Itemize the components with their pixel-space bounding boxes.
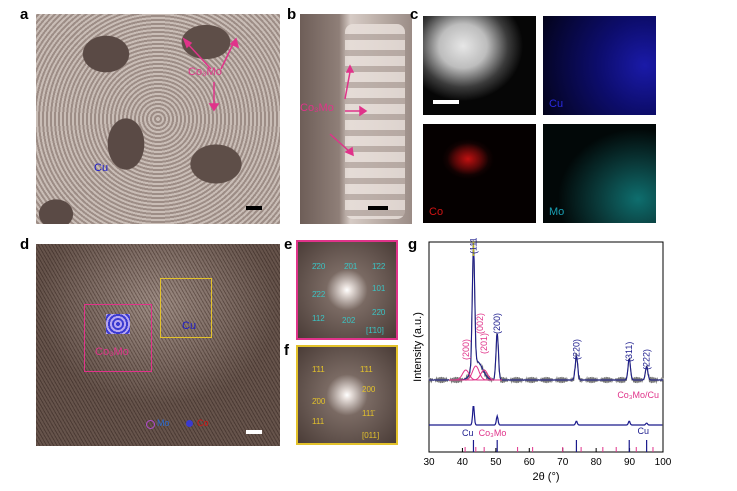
co3mo-label-a: Co₃Mo (188, 66, 222, 78)
fft-e-spot-3: 1̄22 (372, 262, 386, 271)
hrtem-image-d: Co₃Mo Cu Mo Co (36, 244, 280, 446)
peak-label: (002) (475, 313, 485, 334)
xrd-chart: 30 40 50 60 70 80 90 100 2θ (°) Intensity (a.u.) (… (412, 238, 672, 483)
eds-map-cu: Cu (543, 16, 656, 115)
x-tick-label: 50 (490, 457, 502, 468)
x-tick-label: 80 (591, 457, 603, 468)
trace-label-co3mo-cu: Co₃Mo/Cu (617, 390, 659, 400)
fft-pattern-f: 1̄11 1̄11 200 2̄00 111 111̄ [011] (296, 345, 398, 445)
panel-letter-d: d (20, 236, 30, 253)
x-tick-label: 40 (457, 457, 469, 468)
mo-legend-dot (146, 420, 155, 429)
fft-e-spot-5: 101 (372, 284, 386, 293)
fft-pattern-e: 2̄20 2̄01 1̄22 2̄22 101 112 202 22̄0 [1̄… (296, 240, 398, 340)
sem-image-b: Co₃Mo (300, 14, 412, 224)
fft-e-spot-4: 2̄22 (312, 290, 326, 299)
fft-f-spot-3: 200 (362, 385, 376, 394)
x-tick-label: 60 (524, 457, 536, 468)
fit-co3mo-cu (429, 243, 663, 381)
scale-bar-d (246, 430, 262, 434)
fft-f-spot-6: 111̄ (362, 409, 375, 418)
trace-label-cu: Cu (637, 426, 649, 436)
co-legend-label: Co (197, 418, 209, 428)
fft-e-zone-axis: [1̄10] (366, 326, 384, 335)
atom-model (106, 314, 130, 334)
co3mo-label-d: Co₃Mo (95, 346, 129, 358)
haadf-image (423, 16, 536, 115)
eds-map-co: Co (423, 124, 536, 223)
fft-e-spot-7: 202 (342, 316, 356, 325)
cu-label-d: Cu (182, 320, 197, 332)
fft-f-spot-5: 111 (312, 417, 325, 426)
trace-label-co3mo-ref: Co₃Mo (479, 428, 507, 438)
peak-label: (222) (642, 349, 652, 370)
cu-region-box (160, 278, 212, 338)
plot-frame (428, 241, 664, 453)
eds-label-cu: Cu (549, 98, 564, 110)
panel-letter-e: e (284, 236, 293, 253)
x-axis-label: 2θ (°) (532, 471, 559, 483)
fft-e-spot-2: 2̄01 (344, 262, 358, 271)
trace-co3mo-cu (428, 240, 664, 385)
x-tick-label: 100 (655, 457, 672, 468)
fft-f-spot-1: 1̄11 (312, 365, 325, 374)
trace-cu (429, 406, 663, 426)
cu-label-a: Cu (94, 162, 109, 174)
co3mo-label-b: Co₃Mo (300, 102, 334, 114)
peak-label: (111) (468, 238, 478, 254)
x-tick-label: 90 (624, 457, 636, 468)
peak-label: (200) (461, 339, 471, 360)
eds-label-mo: Mo (549, 206, 565, 218)
arrows-b (329, 64, 388, 210)
co-legend-dot (186, 420, 193, 427)
co3mo-region-box (84, 304, 152, 372)
fft-e-spot-8: 22̄0 (372, 308, 386, 317)
scale-bar-c (433, 100, 459, 104)
fft-f-spot-4: 2̄00 (312, 397, 326, 406)
peak-label: (200) (492, 313, 502, 334)
trace-label-cu-ref: Cu (462, 428, 474, 438)
peak-label: (220) (571, 339, 581, 360)
fft-f-spot-2: 1̄11 (360, 365, 373, 374)
x-tick-label: 70 (557, 457, 569, 468)
panel-letter-g: g (408, 236, 418, 253)
panel-letter-f: f (284, 342, 289, 359)
panel-letter-c: c (410, 6, 419, 23)
fft-e-spot-6: 112 (312, 314, 325, 323)
panel-letter-a: a (20, 6, 29, 23)
panel-letter-b: b (287, 6, 297, 23)
x-tick-label: 30 (423, 457, 435, 468)
peak-label: (311) (624, 342, 634, 362)
nanostructure-blobs (345, 24, 405, 219)
fft-e-spot-1: 2̄20 (312, 262, 326, 271)
deconvolution-peak (449, 369, 502, 381)
fft-f-zone-axis: [011] (362, 431, 380, 440)
peak-label: (201) (479, 333, 489, 354)
eds-map-mo: Mo (543, 124, 656, 223)
mo-legend-label: Mo (157, 418, 170, 428)
arrows-a (182, 37, 262, 210)
sem-image-a: Co₃Mo Cu (36, 14, 280, 224)
eds-label-co: Co (429, 206, 444, 218)
y-axis-label: Intensity (a.u.) (412, 312, 424, 382)
